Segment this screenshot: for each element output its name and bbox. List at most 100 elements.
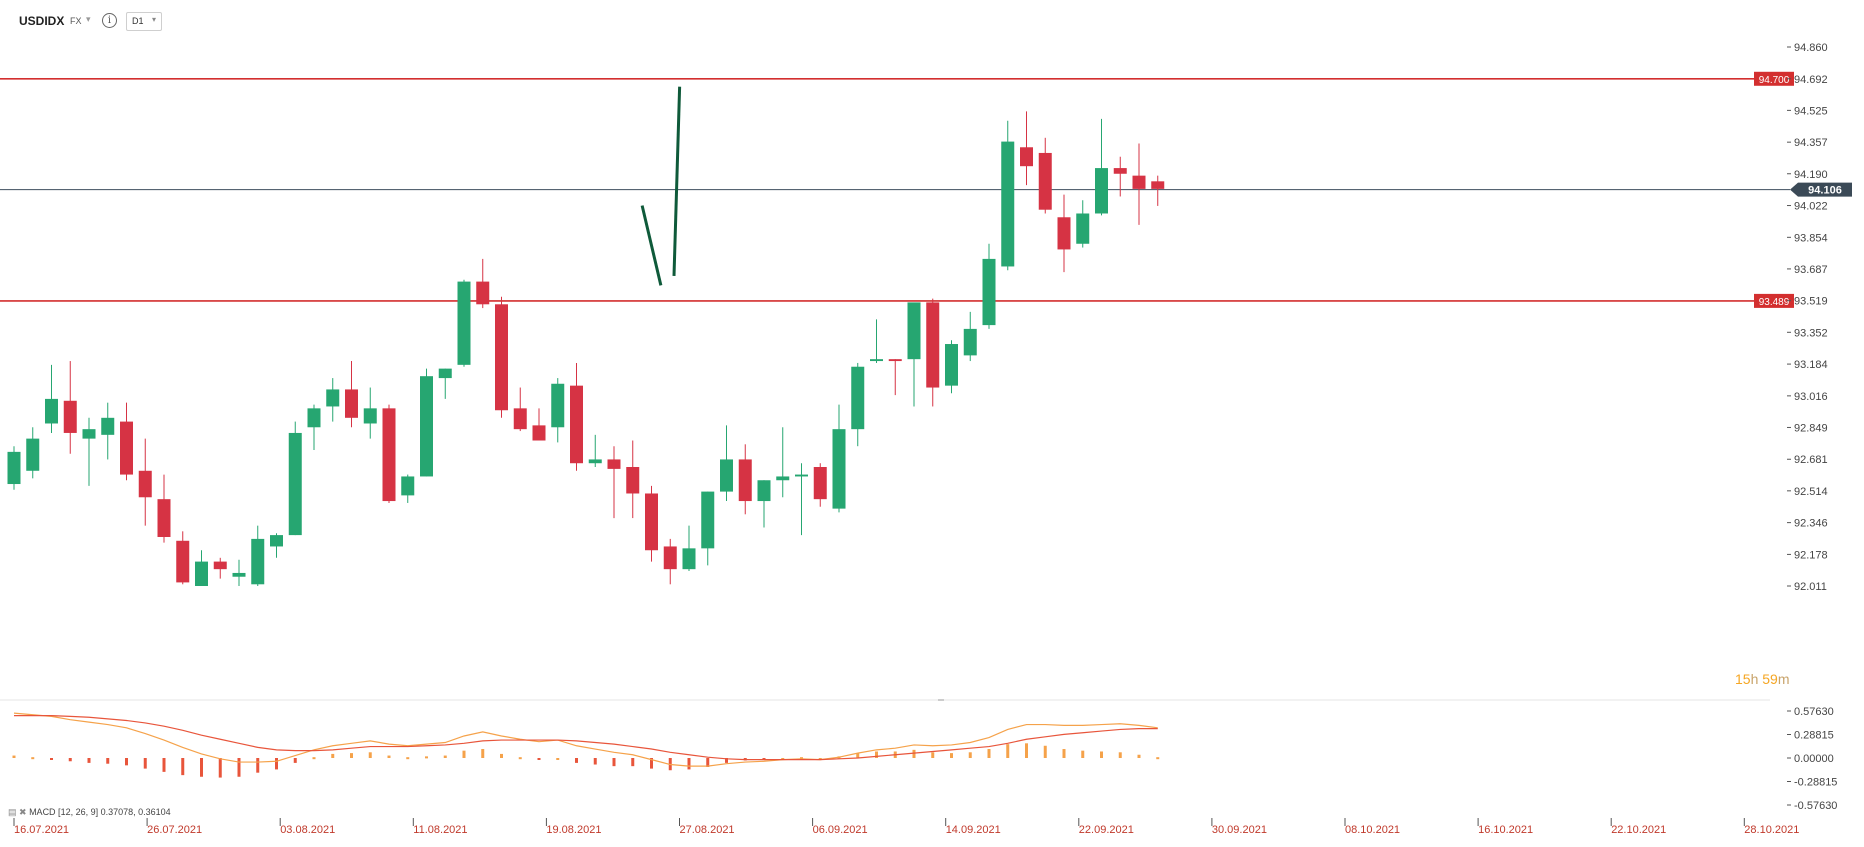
x-tick-label: 22.09.2021 [1079, 824, 1134, 836]
macd-histogram-bar [1025, 743, 1028, 758]
y-tick-label: 92.681 [1794, 454, 1828, 466]
candle [157, 474, 171, 543]
candle [626, 440, 640, 519]
market-label: FX [70, 16, 82, 26]
x-tick-label: 03.08.2021 [280, 824, 335, 836]
macd-histogram-bar [1100, 751, 1103, 758]
macd-histogram-bar [350, 753, 353, 758]
candle-body [7, 451, 21, 485]
y-tick-label: 92.514 [1794, 486, 1828, 498]
x-tick-label: 16.10.2021 [1478, 824, 1533, 836]
candle-body [720, 459, 733, 492]
y-tick-label: 92.849 [1794, 422, 1828, 434]
candle-body [982, 258, 996, 326]
candle-body [870, 359, 883, 362]
macd-histogram-bar [237, 758, 241, 777]
candle [888, 359, 902, 396]
macd-line-signal [14, 714, 1158, 761]
macd-histogram-bar [968, 752, 972, 758]
candle-body [795, 474, 808, 477]
candle-body [157, 499, 171, 537]
candle-body [738, 459, 752, 502]
candle [401, 474, 415, 503]
candle [513, 387, 527, 432]
x-tick-label: 30.09.2021 [1212, 824, 1267, 836]
candle-body [1076, 213, 1090, 244]
macd-histogram-bar [875, 751, 878, 758]
x-tick-label: 14.09.2021 [946, 824, 1001, 836]
macd-tick-label: -0.57630 [1794, 800, 1837, 812]
candle-countdown: 15h 59m [1735, 671, 1790, 687]
macd-histogram-bar [200, 758, 203, 777]
candle-body [1038, 152, 1052, 210]
y-tick-label: 92.011 [1794, 581, 1827, 593]
candle-body [607, 459, 621, 469]
candle-body [588, 459, 602, 464]
candle [345, 361, 358, 428]
y-tick-label: 93.184 [1794, 359, 1828, 371]
candle-body [926, 302, 940, 388]
current-price-badge [1790, 182, 1852, 197]
macd-histogram-bar [181, 758, 185, 776]
symbol-label[interactable]: USDIDX [19, 14, 65, 28]
candle [907, 302, 921, 407]
candle [982, 243, 996, 329]
candle-body [176, 540, 190, 583]
timeframe-select[interactable]: D1 ▾ [126, 12, 162, 31]
candle-body [551, 383, 565, 428]
macd-histogram-bar [556, 758, 560, 760]
candle [101, 402, 115, 460]
candle [795, 463, 808, 536]
candle [45, 364, 58, 433]
candle [420, 368, 433, 477]
macd-histogram-bar [1137, 754, 1141, 758]
y-tick-label: 93.687 [1794, 264, 1828, 276]
macd-histogram-bar [387, 755, 391, 758]
candle-body [1132, 175, 1146, 189]
macd-histogram-bar [143, 758, 147, 769]
macd-histogram-bar [1043, 745, 1047, 758]
candle [1001, 120, 1015, 271]
x-tick-label: 08.10.2021 [1345, 824, 1400, 836]
candle-body [213, 561, 227, 570]
macd-histogram-bar [1081, 750, 1085, 758]
candle [476, 258, 490, 309]
macd-legend: ▤ ✖ MACD [12, 26, 9] 0.37078, 0.36104 [8, 807, 171, 818]
chevron-down-icon: ▾ [151, 15, 156, 24]
candle [757, 480, 771, 528]
candle-body [907, 302, 921, 360]
settings-icon[interactable]: ▤ ✖ [8, 807, 27, 817]
macd-histogram-bar [987, 749, 991, 758]
macd-histogram-bar [687, 758, 691, 770]
candle [307, 404, 321, 450]
timeframe-value: D1 [132, 16, 144, 26]
candle [270, 533, 283, 558]
macd-histogram-bar [443, 755, 447, 758]
candle [1038, 137, 1052, 214]
macd-histogram-bar [312, 757, 316, 760]
candle [326, 378, 340, 422]
x-tick-label: 16.07.2021 [14, 824, 69, 836]
chevron-down-icon[interactable]: ▾ [86, 14, 91, 24]
candle [645, 485, 658, 562]
candle-body [63, 400, 77, 433]
candle-body [682, 548, 696, 570]
level-badge [1754, 293, 1794, 308]
projection-up-line [672, 86, 682, 276]
macd-histogram-bar [68, 758, 72, 762]
candle [1020, 111, 1033, 186]
candle-body [776, 476, 790, 481]
candle-body [851, 366, 865, 430]
macd-histogram-bar [12, 755, 16, 758]
candle [776, 427, 790, 498]
macd-histogram-bar [293, 758, 297, 763]
y-tick-label: 92.178 [1794, 549, 1828, 561]
candle-body [1113, 168, 1127, 174]
macd-tick-label: 0.28815 [1794, 730, 1834, 742]
macd-line-macd [13, 712, 1158, 767]
macd-histogram-bar [1006, 744, 1010, 758]
info-icon[interactable]: i [102, 13, 117, 28]
candle [832, 404, 846, 513]
candle [682, 525, 696, 572]
